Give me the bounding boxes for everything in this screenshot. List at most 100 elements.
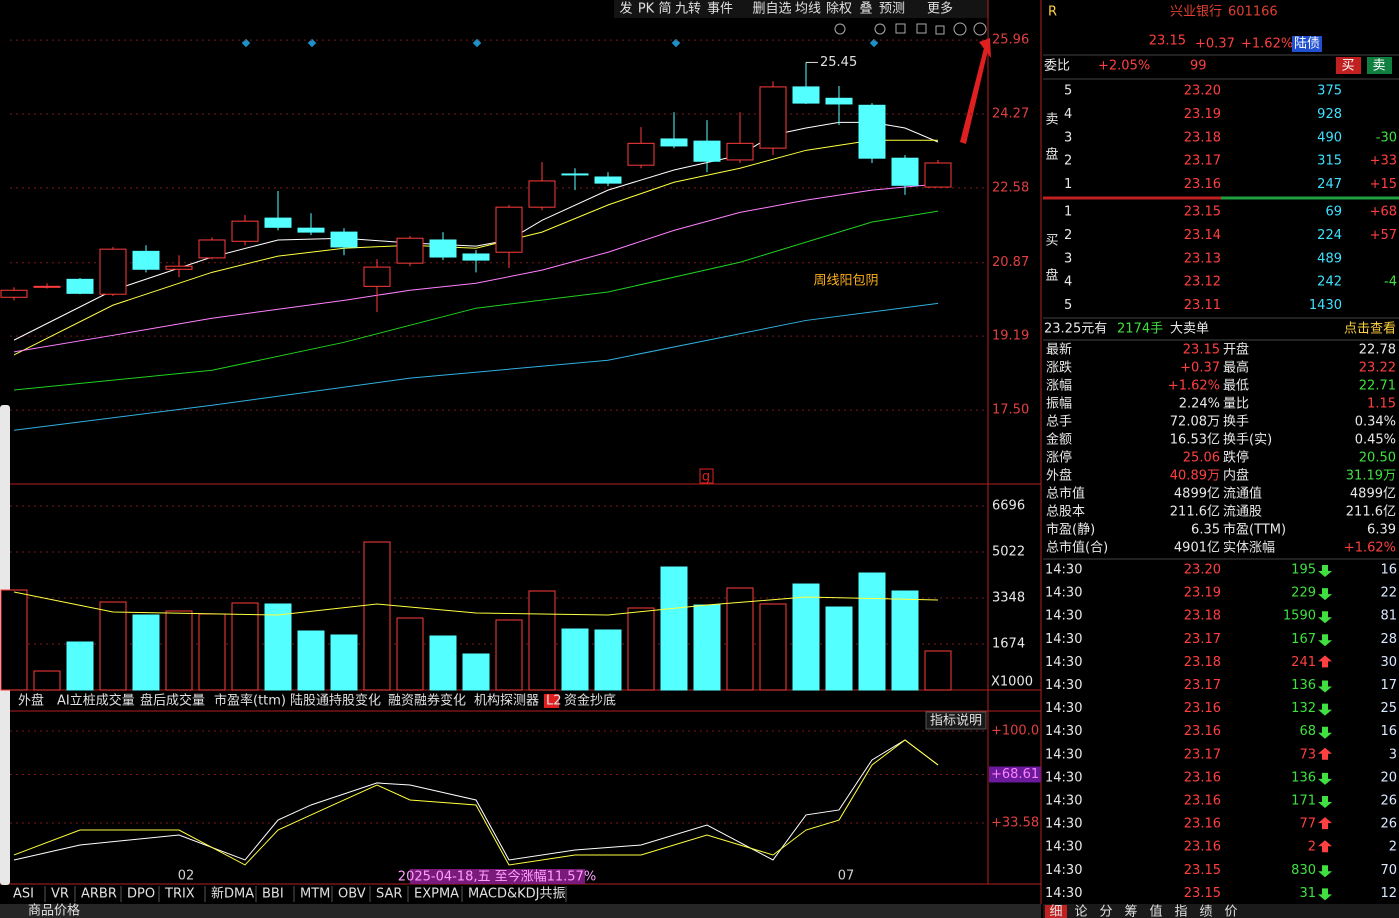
stat-label: 最低: [1223, 379, 1249, 394]
indicator-tab[interactable]: 陆股通持股变化: [290, 693, 381, 709]
detail-tab[interactable]: 细: [1049, 905, 1062, 918]
toolbar-button[interactable]: 事件: [707, 2, 733, 17]
y-tick-label: 22.58: [992, 180, 1029, 195]
toolbar-button[interactable]: 九转: [675, 2, 701, 17]
toolbar-button[interactable]: 删自选: [752, 2, 791, 17]
tick-arrow: [1318, 611, 1332, 624]
indicator-tab[interactable]: 盘后成交量: [140, 693, 205, 709]
detail-tab[interactable]: 价: [1224, 905, 1237, 918]
indicator-tab[interactable]: 机构探测器: [474, 694, 539, 709]
indicator-tab[interactable]: DPO: [127, 887, 155, 902]
indicator-tab[interactable]: L2: [546, 694, 562, 709]
tick-volume: 241: [1291, 655, 1316, 670]
tick-time: 14:30: [1045, 724, 1082, 739]
volume-bar: [825, 606, 853, 691]
volume-bar: [330, 634, 358, 691]
toolbar-button[interactable]: 预测: [879, 2, 905, 17]
indicator-tab[interactable]: ASI: [13, 887, 34, 902]
toolbar-button[interactable]: 除权: [826, 1, 852, 17]
status-bar: [0, 904, 1041, 918]
tick-arrow: [1318, 588, 1332, 601]
tick-time: 14:30: [1045, 747, 1082, 762]
tick-time: 14:30: [1045, 655, 1082, 670]
book-volume: 928: [1317, 107, 1342, 122]
stat-value: 40.89万: [1170, 469, 1220, 484]
toolbar-button[interactable]: 叠: [859, 2, 872, 17]
tick-volume: 830: [1291, 863, 1316, 878]
sell-button[interactable]: 卖: [1372, 59, 1385, 74]
indicator-button[interactable]: 指标说明: [930, 714, 982, 729]
candle-body: [792, 86, 820, 104]
book-volume: 489: [1317, 251, 1342, 266]
stat-value: 6.39: [1367, 523, 1396, 538]
button-bg[interactable]: [925, 711, 987, 730]
big-order-link[interactable]: 点击查看: [1344, 321, 1396, 337]
sell-button-bg[interactable]: [1367, 57, 1392, 74]
toolbar-icons[interactable]: [834, 22, 987, 36]
tick-time: 14:30: [1045, 609, 1082, 624]
volume-bar: [132, 614, 160, 691]
stat-value: 6.35: [1191, 523, 1220, 538]
tick-price: 23.16: [1184, 770, 1221, 785]
toolbar-button[interactable]: 均线: [795, 2, 821, 17]
book-level: 1: [1064, 205, 1072, 220]
buy-button-bg[interactable]: [1336, 57, 1361, 74]
y-tick-label: 24.27: [992, 107, 1029, 122]
detail-tab[interactable]: 论: [1074, 905, 1087, 918]
tick-volume: 68: [1299, 724, 1316, 739]
indicator-tab[interactable]: TRIX: [164, 887, 195, 902]
detail-tab[interactable]: 指: [1174, 905, 1187, 918]
buy-button[interactable]: 买: [1341, 59, 1354, 74]
candle-body: [132, 250, 160, 270]
line: [13, 183, 939, 353]
indicator-tab[interactable]: OBV: [338, 887, 366, 902]
indicator-tab[interactable]: BBI: [262, 887, 284, 902]
tick-arrow: [1318, 565, 1332, 577]
indicator-tab[interactable]: AI立桩成交量: [57, 693, 135, 709]
detail-tab[interactable]: 值: [1149, 904, 1162, 918]
volume-bar: [858, 572, 886, 691]
tick-count: 22: [1380, 586, 1397, 601]
indicator-tab[interactable]: 新DMA: [211, 886, 254, 902]
stat-label: 涨幅: [1046, 379, 1072, 394]
indicator-tab[interactable]: MACD&KDJ共振: [468, 887, 565, 902]
indicator-tab[interactable]: SAR: [376, 887, 402, 902]
marker: g: [702, 470, 710, 485]
toolbar-button[interactable]: 更多: [927, 1, 953, 17]
indicator-tab[interactable]: 外盘: [18, 693, 44, 709]
indicator-tab[interactable]: 融资融券变化: [388, 693, 466, 709]
indicator-tab[interactable]: MTM: [300, 887, 330, 902]
detail-tab[interactable]: 筹: [1124, 904, 1137, 918]
candle-body: [330, 231, 358, 248]
candle-body: [297, 227, 325, 233]
status-text: 商品价格: [28, 903, 80, 918]
tick-volume: 2: [1308, 840, 1316, 855]
tick-count: 12: [1380, 886, 1397, 901]
indicator-tab[interactable]: 市盈率(ttm): [214, 693, 286, 709]
book-price: 23.20: [1184, 84, 1221, 99]
y-tick-label: 1674: [992, 637, 1025, 652]
detail-tab[interactable]: 绩: [1199, 905, 1212, 918]
tick-arrow: [1318, 865, 1332, 878]
line: [13, 121, 939, 341]
volume-bar: [528, 590, 556, 691]
volume-bar: [924, 650, 952, 691]
toolbar-button[interactable]: 简: [658, 1, 671, 17]
y-tick-label: +100.0: [991, 724, 1039, 739]
volume-bar: [726, 587, 754, 691]
indicator-tab[interactable]: EXPMA: [414, 887, 459, 902]
book-volume: 247: [1317, 177, 1342, 192]
annotation-arrowhead: [979, 38, 991, 58]
tick-time: 14:30: [1045, 794, 1082, 809]
tag-bg: [1292, 36, 1322, 52]
toolbar-button[interactable]: PK: [638, 2, 655, 17]
indicator-tab[interactable]: ARBR: [81, 887, 117, 902]
indicator-tab[interactable]: VR: [51, 887, 69, 902]
tick-time: 14:30: [1045, 770, 1082, 785]
indicator-tab[interactable]: 资金抄底: [564, 693, 616, 709]
toolbar-button[interactable]: 发: [619, 1, 632, 17]
detail-tab[interactable]: 分: [1099, 905, 1112, 918]
tick-arrow: [1318, 703, 1332, 716]
unit-label: X1000: [991, 675, 1033, 690]
